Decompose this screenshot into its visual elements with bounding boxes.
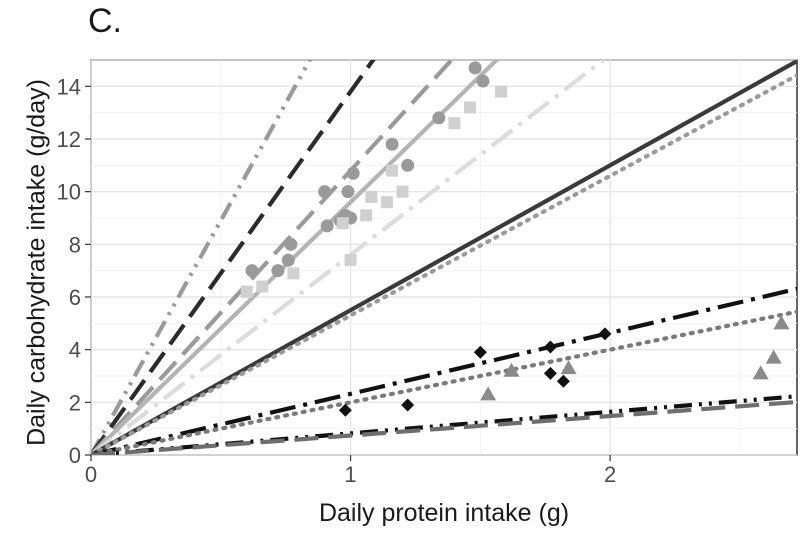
- point-circle: [320, 219, 334, 233]
- x-axis-ticks: 0 1 2: [85, 455, 616, 487]
- point-square: [336, 217, 349, 230]
- y-tick-label: 12: [57, 127, 81, 152]
- fit-line-9: [91, 309, 797, 455]
- fit-line-4: [91, 60, 500, 455]
- fit-line-11: [91, 399, 797, 455]
- point-square: [396, 185, 409, 198]
- x-tick-label: 2: [604, 462, 616, 487]
- point-triangle: [773, 315, 790, 330]
- y-tick-label: 4: [69, 338, 81, 363]
- point-circle: [401, 158, 415, 172]
- y-tick-label: 14: [57, 74, 81, 99]
- y-tick-label: 6: [69, 285, 81, 310]
- point-circle: [468, 61, 482, 75]
- point-circle: [432, 111, 446, 125]
- point-circle: [271, 264, 285, 278]
- point-square: [495, 85, 508, 98]
- point-diamond: [473, 345, 487, 359]
- fit-line-5: [91, 60, 607, 455]
- point-square: [287, 267, 300, 280]
- point-diamond: [598, 327, 612, 341]
- point-square: [448, 117, 461, 130]
- point-square: [463, 101, 476, 114]
- point-diamond: [543, 340, 557, 354]
- fit-lines: [91, 60, 797, 455]
- point-triangle: [480, 386, 497, 401]
- point-circle: [341, 185, 355, 199]
- point-triangle: [765, 349, 782, 364]
- fit-line-8: [91, 286, 797, 455]
- point-diamond: [401, 398, 415, 412]
- fit-line-6: [91, 60, 797, 455]
- point-triangle: [560, 360, 577, 375]
- point-diamond: [543, 366, 557, 380]
- point-circle: [281, 253, 295, 267]
- point-square: [360, 209, 373, 222]
- data-points: [240, 61, 790, 417]
- x-axis-title: Daily protein intake (g): [319, 499, 569, 527]
- fit-line-1: [91, 60, 313, 455]
- point-square: [380, 196, 393, 209]
- y-tick-label: 2: [69, 390, 81, 415]
- fit-line-3: [91, 60, 455, 455]
- point-diamond: [556, 374, 570, 388]
- grid-lines: [90, 59, 797, 456]
- point-circle: [318, 185, 332, 199]
- panel-label: C.: [88, 2, 122, 40]
- point-circle: [245, 264, 259, 278]
- point-diamond: [338, 403, 352, 417]
- point-circle: [385, 137, 399, 151]
- x-tick-label: 0: [85, 462, 97, 487]
- y-tick-label: 0: [69, 443, 81, 468]
- point-circle: [346, 166, 360, 180]
- y-axis-title: Daily carbohydrate intake (g/day): [23, 79, 51, 446]
- x-tick-label: 1: [344, 462, 356, 487]
- point-square: [344, 254, 357, 267]
- point-square: [240, 285, 253, 298]
- y-axis-ticks: 0 2 4 6 8 10 12 14: [57, 74, 91, 468]
- point-circle: [476, 74, 490, 88]
- point-triangle: [752, 365, 769, 380]
- point-circle: [284, 237, 298, 251]
- point-square: [365, 190, 378, 203]
- point-square: [386, 164, 399, 177]
- y-tick-label: 8: [69, 232, 81, 257]
- point-square: [256, 280, 269, 293]
- fit-line-7: [91, 73, 797, 455]
- point-triangle: [503, 362, 520, 377]
- fit-line-10: [91, 394, 797, 455]
- y-tick-label: 10: [57, 180, 81, 205]
